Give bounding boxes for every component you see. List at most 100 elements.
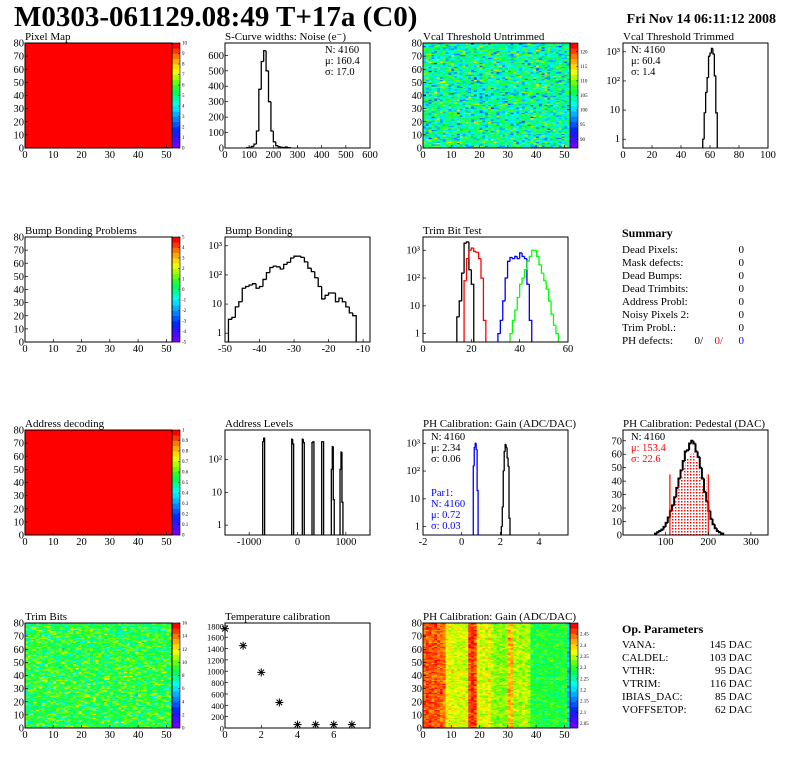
heatmap-cell (482, 100, 486, 103)
heatmap-cell (493, 111, 497, 113)
heatmap-cell (507, 112, 511, 115)
heatmap-cell (479, 138, 483, 141)
heatmap-cell (488, 109, 492, 112)
heatmap-cell (490, 53, 494, 56)
heatmap-cell (462, 125, 466, 128)
heatmap-cell (524, 78, 528, 81)
palette-tick-label: 1 (182, 136, 185, 141)
heatmap-cell (519, 136, 523, 138)
heatmap-cell (558, 121, 562, 124)
heatmap-cell (521, 102, 526, 104)
heatmap-cell (499, 66, 503, 69)
heatmap-cell (564, 53, 568, 56)
heatmap-cell (488, 43, 492, 45)
heatmap-cell (442, 108, 446, 111)
heatmap-cell (451, 83, 455, 86)
heatmap-cell (533, 95, 537, 98)
heatmap-cell (465, 87, 469, 90)
heatmap-cell (507, 127, 511, 129)
heatmap-cell (428, 121, 432, 124)
heatmap-cell (439, 81, 444, 83)
heatmap-cell (448, 134, 452, 137)
heatmap-cell (456, 130, 461, 133)
heatmap-cell (448, 108, 452, 111)
heatmap-cell (454, 49, 458, 52)
heatmap-cell (533, 138, 537, 141)
heatmap-cell (538, 113, 543, 116)
heatmap-cell (547, 103, 551, 105)
heatmap-cell (567, 95, 571, 98)
heatmap-cell (504, 144, 509, 146)
heatmap-cell (25, 667, 29, 670)
heatmap-cell (561, 73, 565, 75)
heatmap-cell (485, 87, 489, 90)
heatmap-cell (488, 94, 492, 96)
heatmap-cell (25, 651, 29, 654)
heatmap-cell (519, 100, 523, 103)
heatmap-cell (519, 138, 523, 141)
heatmap-cell (465, 56, 469, 58)
heatmap-cell (445, 85, 449, 87)
heatmap-cell (465, 74, 469, 77)
y-tick-label: 10² (406, 466, 420, 477)
heatmap-cell (476, 107, 480, 109)
heatmap-cell (564, 107, 568, 109)
heatmap-cell (544, 75, 548, 78)
hist-bin (321, 286, 326, 300)
heatmap-cell (27, 713, 31, 716)
heatmap-cell (507, 92, 511, 95)
heatmap-cell (547, 119, 551, 121)
heatmap-cell (456, 43, 461, 45)
heatmap-cell (496, 74, 500, 77)
heatmap-cell (510, 61, 514, 63)
heatmap-cell (496, 98, 500, 100)
heatmap-cell (451, 112, 455, 115)
heatmap-cell (451, 133, 455, 136)
heatmap-cell (496, 128, 500, 130)
heatmap-cell (538, 111, 543, 113)
heatmap-cell (550, 137, 554, 140)
heatmap-cell (454, 117, 458, 120)
heatmap-cell (473, 60, 478, 62)
heatmap-cell (513, 43, 517, 45)
heatmap-cell (524, 146, 528, 149)
heatmap-cell (462, 128, 466, 130)
heatmap-cell (454, 124, 458, 126)
heatmap-cell (473, 85, 478, 87)
heatmap-cell (479, 106, 483, 108)
heatmap-cell (521, 58, 526, 61)
heatmap-cell (423, 88, 427, 91)
heatmap-cell (437, 96, 441, 99)
hist-bin (339, 468, 341, 535)
heatmap-cell (550, 71, 554, 74)
heatmap-cell (434, 100, 438, 103)
heatmap-cell (479, 73, 483, 75)
heatmap-cell (521, 71, 526, 74)
heatmap-cell (538, 117, 543, 120)
heatmap-cell (493, 140, 497, 142)
heatmap-cell (553, 85, 557, 87)
heatmap-cell (456, 46, 461, 49)
heatmap-cell (513, 134, 517, 137)
heatmap-cell (530, 43, 534, 45)
heatmap-cell (454, 79, 458, 82)
heatmap-cell (555, 98, 559, 100)
heatmap-cell (544, 67, 548, 70)
heatmap-cell (510, 45, 514, 48)
heatmap-cell (465, 120, 469, 123)
heatmap-cell (473, 94, 478, 96)
heatmap-cell (504, 66, 509, 69)
heatmap-cell (448, 81, 452, 83)
heatmap-cell (519, 90, 523, 92)
heatmap-cell (488, 74, 492, 77)
heatmap-cell (451, 69, 455, 71)
heatmap-cell (434, 138, 438, 141)
heatmap-cell (558, 120, 562, 123)
heatmap-cell (488, 107, 492, 109)
heatmap-cell (553, 112, 557, 115)
y-tick-label: 10 (610, 105, 621, 116)
heatmap-cell (550, 123, 554, 125)
heatmap-cell (25, 430, 172, 535)
heatmap-cell (524, 87, 528, 90)
heatmap-cell (442, 65, 446, 67)
